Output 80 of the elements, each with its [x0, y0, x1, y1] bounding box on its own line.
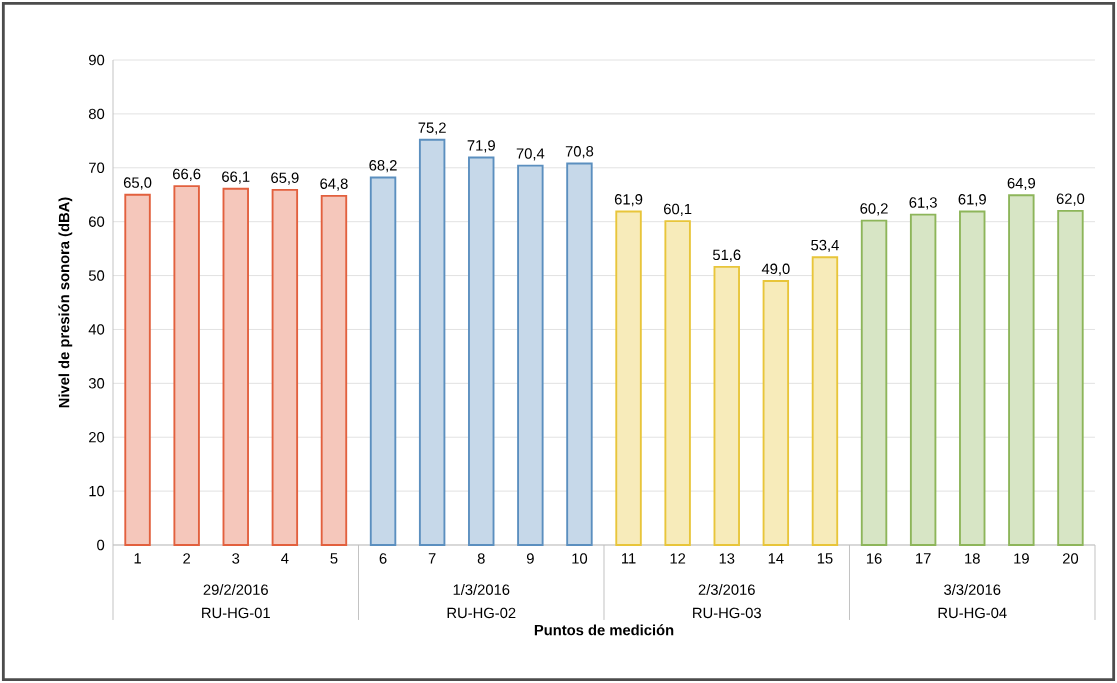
text: RU-HG-02 — [447, 607, 516, 619]
x-tick-label: 1 — [134, 553, 141, 564]
bar — [909, 213, 937, 546]
bar — [517, 164, 544, 546]
x-tick-label: 10 — [572, 553, 588, 564]
x-tick-label: 16 — [866, 553, 882, 564]
x-tick-label: 9 — [526, 553, 534, 564]
bar — [468, 156, 495, 546]
bar — [320, 194, 348, 546]
x-tick-label: 18 — [965, 553, 980, 564]
text: 2/3/2016 — [698, 584, 755, 595]
y-tick-label: 10 — [89, 485, 105, 497]
y-tick-label: 20 — [89, 431, 105, 443]
x-tick-label: 6 — [379, 553, 387, 564]
data-label: 75,2 — [418, 122, 446, 135]
y-tick-label: 30 — [88, 378, 105, 389]
x-tick-label: 20 — [1062, 553, 1079, 564]
y-axis-title: Nivel de presión sonora (dBA) — [58, 197, 73, 408]
bar — [369, 176, 397, 546]
x-tick-label: 15 — [817, 553, 833, 564]
bar — [222, 187, 249, 546]
x-tick-label: 11 — [622, 553, 636, 564]
bar — [124, 193, 151, 546]
x-axis-title: Puntos de medición — [534, 624, 674, 636]
data-label: 60,2 — [860, 203, 888, 216]
text: 1/3/2016 — [453, 584, 510, 595]
data-label: 70,8 — [565, 146, 594, 159]
bar — [664, 220, 691, 546]
x-tick-label: 17 — [916, 553, 931, 564]
data-label: 66,6 — [173, 168, 201, 181]
text: RU-HG-03 — [693, 607, 761, 619]
data-label: 62,0 — [1056, 193, 1085, 206]
x-tick-label: 19 — [1014, 553, 1029, 564]
text: 29/2/2016 — [203, 584, 268, 595]
data-label: 51,6 — [712, 249, 741, 262]
bar — [762, 280, 790, 546]
y-tick-label: 0 — [97, 539, 105, 551]
data-label: 53,4 — [811, 239, 839, 253]
x-tick-label: 8 — [477, 553, 485, 564]
x-tick-label: 12 — [670, 553, 686, 564]
x-tick-label: 13 — [719, 553, 735, 564]
bar — [860, 219, 888, 546]
data-label: 49,0 — [761, 263, 790, 276]
y-tick-label: 60 — [89, 216, 105, 227]
data-label: 71,9 — [467, 140, 495, 153]
bar — [566, 162, 593, 546]
data-label: 68,2 — [369, 160, 397, 173]
data-label: 66,1 — [222, 171, 250, 184]
x-tick-label: 7 — [428, 553, 436, 564]
y-tick-label: 50 — [88, 270, 105, 281]
bar — [959, 210, 986, 546]
data-label: 61,3 — [909, 197, 937, 210]
bar — [173, 185, 200, 546]
x-tick-label: 5 — [330, 553, 338, 564]
data-label: 60,1 — [664, 203, 692, 216]
data-label: 61,9 — [958, 194, 986, 207]
data-label: 65,0 — [123, 177, 152, 190]
data-label: 64,9 — [1007, 177, 1036, 191]
bar — [1057, 209, 1084, 546]
bar — [271, 188, 299, 546]
data-label: 70,4 — [516, 148, 545, 161]
text: RU-HG-04 — [938, 607, 1007, 619]
data-label: 61,9 — [614, 194, 643, 207]
data-label: 65,9 — [271, 172, 299, 185]
x-tick-label: 3 — [232, 553, 240, 564]
bar — [418, 138, 446, 546]
bar — [1008, 194, 1035, 546]
y-tick-label: 90 — [89, 54, 105, 66]
y-tick-label: 70 — [89, 162, 105, 174]
bar — [811, 256, 839, 546]
bar — [615, 210, 642, 546]
y-tick-label: 80 — [88, 108, 105, 120]
x-tick-label: 14 — [768, 553, 784, 564]
x-tick-label: 2 — [183, 553, 191, 564]
x-tick-label: 4 — [281, 553, 289, 564]
data-label: 64,8 — [320, 178, 348, 191]
text: RU-HG-01 — [202, 607, 270, 619]
text: 3/3/2016 — [944, 584, 1001, 595]
y-tick-label: 40 — [88, 324, 105, 335]
bar — [713, 266, 740, 546]
